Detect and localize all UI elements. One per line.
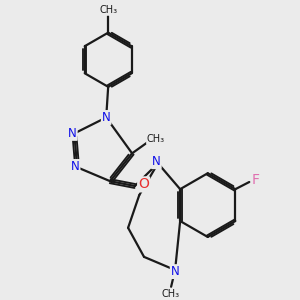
Text: N: N [102, 111, 111, 124]
Text: CH₃: CH₃ [161, 289, 179, 299]
Text: N: N [152, 155, 161, 168]
Text: O: O [138, 177, 149, 191]
Text: CH₃: CH₃ [99, 5, 117, 15]
Text: CH₃: CH₃ [147, 134, 165, 144]
Text: N: N [68, 127, 77, 140]
Text: N: N [171, 265, 179, 278]
Text: F: F [252, 173, 260, 188]
Text: N: N [71, 160, 80, 173]
